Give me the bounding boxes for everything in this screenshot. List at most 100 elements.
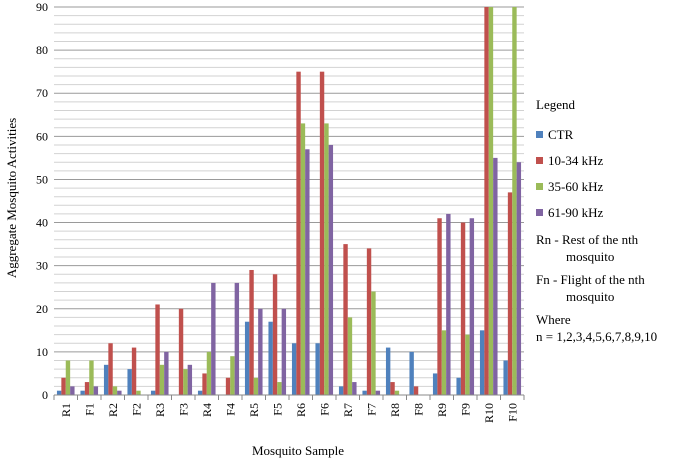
y-tick-label: 30: [36, 259, 48, 273]
legend-swatch: [536, 182, 543, 190]
y-axis-title: Aggregate Mosquito Activities: [4, 118, 19, 278]
legend-label: 61-90 kHz: [548, 204, 604, 220]
x-tick-label: R2: [106, 403, 120, 417]
bar-R2-0: [103, 364, 109, 395]
bar-F1-1: [84, 382, 90, 395]
bar-R10-3: [493, 157, 498, 395]
bar-F6-3: [328, 144, 334, 395]
legend-swatch: [536, 130, 543, 138]
legend-note-fn: Fn - Flight of the nth mosquito: [536, 271, 686, 305]
bar-F7-0: [362, 390, 367, 395]
x-tick-label: R1: [59, 403, 73, 417]
bar-R3-3: [164, 351, 169, 395]
y-tick-label: 40: [36, 216, 48, 230]
bar-R4-3: [211, 282, 216, 395]
bar-R7-0: [338, 386, 344, 395]
bar-F7-3: [375, 390, 381, 395]
x-axis-title: Mosquito Sample: [252, 443, 344, 458]
legend: Legend CTR 10-34 kHz 35-60 kHz 61-90 kHz…: [536, 92, 686, 345]
bar-F1-3: [93, 386, 99, 395]
bar-R7-1: [343, 244, 348, 395]
bar-R6-0: [291, 343, 297, 395]
note-n-values: n = 1,2,3,4,5,6,7,8,9,10: [536, 329, 658, 344]
bar-F3-1: [178, 308, 184, 395]
y-tick-label: 20: [36, 302, 48, 316]
note-fn-line1: Fn - Flight of the nth: [536, 272, 645, 287]
bar-R7-2: [347, 317, 353, 395]
note-where: Where: [536, 312, 571, 327]
bar-R2-2: [112, 386, 118, 395]
x-tick-label: R6: [294, 403, 308, 417]
bar-R6-3: [305, 149, 310, 395]
x-tick-label: F6: [317, 403, 331, 416]
x-tick-label: R4: [200, 403, 214, 417]
bar-F4-1: [225, 377, 231, 395]
bar-F2-1: [131, 347, 137, 395]
bar-R3-0: [150, 390, 156, 395]
bar-R7-3: [352, 382, 357, 395]
legend-note-where: Where n = 1,2,3,4,5,6,7,8,9,10: [536, 311, 686, 345]
bar-R6-1: [296, 71, 301, 396]
y-axis-ticks: 0 10 20 30 40 50 60 70 80 90: [36, 0, 48, 402]
bar-F6-0: [315, 343, 320, 395]
bar-F7-2: [371, 291, 376, 395]
bar-F10-2: [512, 7, 517, 395]
bar-R5-3: [258, 308, 263, 395]
bar-F6-2: [324, 123, 329, 396]
bar-R1-1: [61, 377, 66, 395]
x-tick-label: F7: [364, 403, 378, 416]
bar-R9-0: [432, 373, 438, 395]
bar-R5-1: [249, 269, 254, 395]
bar-R4-1: [202, 373, 207, 395]
bar-F10-1: [507, 192, 513, 395]
bars: [56, 7, 522, 396]
legend-item-ctr: CTR: [536, 121, 686, 147]
bar-F1-2: [89, 360, 94, 395]
bar-F9-3: [469, 218, 475, 395]
bar-F8-0: [409, 351, 414, 395]
bar-R1-2: [65, 360, 71, 395]
bar-F2-0: [127, 369, 132, 395]
bar-F5-2: [277, 382, 282, 395]
bar-F4-2: [230, 356, 235, 395]
bar-F8-1: [413, 386, 419, 395]
legend-swatch: [536, 156, 543, 164]
bar-R1-0: [56, 390, 62, 395]
bar-F10-3: [516, 162, 522, 395]
bar-F2-2: [136, 390, 141, 395]
legend-item-61-90: 61-90 kHz: [536, 199, 686, 225]
legend-label: 35-60 kHz: [548, 178, 604, 194]
bar-F9-2: [465, 334, 470, 395]
y-tick-label: 80: [36, 43, 48, 57]
legend-note-rn: Rn - Rest of the nth mosquito: [536, 231, 686, 265]
x-tick-label: F9: [458, 403, 472, 416]
gridlines: [54, 6, 524, 396]
bar-R9-3: [446, 213, 451, 395]
note-rn-line1: Rn - Rest of the nth: [536, 232, 639, 247]
legend-swatch: [536, 208, 543, 216]
bar-R8-1: [390, 382, 395, 395]
legend-label: CTR: [548, 126, 574, 142]
y-tick-label: 10: [36, 345, 48, 359]
bar-F5-0: [268, 321, 273, 395]
bar-R3-2: [159, 364, 165, 395]
bar-R4-0: [197, 390, 203, 395]
note-fn-line2: mosquito: [566, 289, 615, 304]
bar-R10-1: [484, 7, 489, 395]
x-tick-label: F4: [223, 403, 237, 416]
legend-title: Legend: [536, 97, 575, 112]
bar-F5-1: [272, 274, 278, 395]
y-tick-label: 50: [36, 172, 48, 186]
bar-R4-2: [206, 351, 212, 395]
legend-item-35-60: 35-60 kHz: [536, 173, 686, 199]
bar-R6-2: [300, 123, 306, 396]
bar-R5-2: [253, 377, 259, 395]
bar-R2-3: [117, 390, 122, 395]
x-tick-label: R7: [341, 403, 355, 417]
bar-R3-1: [155, 304, 160, 395]
x-axis-ticks: R1 F1 R2 F2 R3 F3 R4 F4 R5 F5 R6 F6 R7 F7 R8 F8 R9 F9 R10 F…: [53, 395, 525, 423]
y-tick-label: 70: [36, 86, 48, 100]
x-tick-label: R3: [153, 403, 167, 417]
bar-R2-1: [108, 343, 113, 395]
bar-R1-3: [70, 386, 75, 395]
